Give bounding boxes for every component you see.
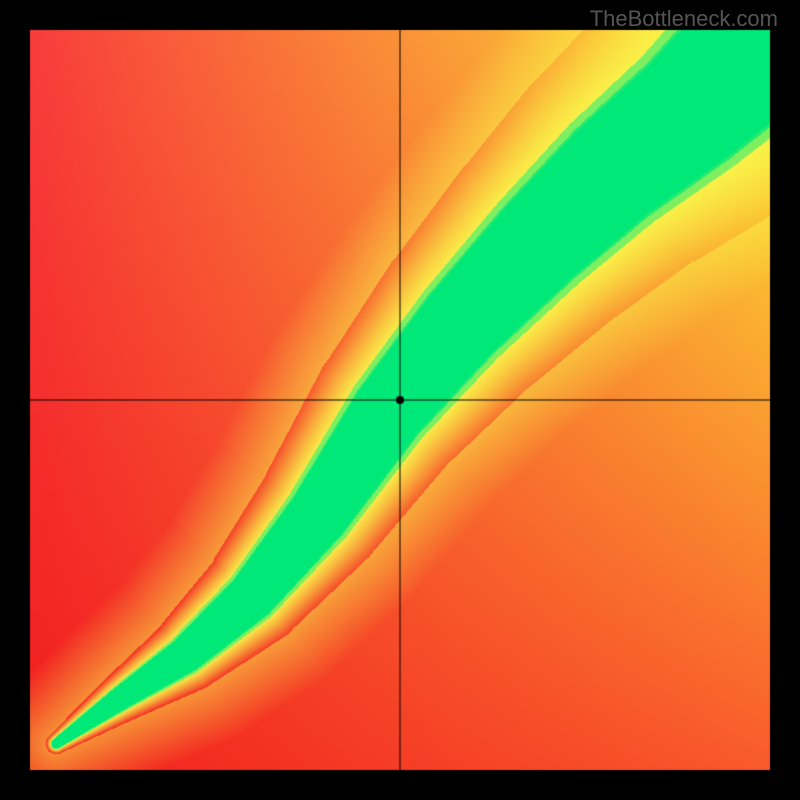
chart-container: TheBottleneck.com: [0, 0, 800, 800]
bottleneck-heatmap: [0, 0, 800, 800]
watermark-text: TheBottleneck.com: [590, 6, 778, 32]
